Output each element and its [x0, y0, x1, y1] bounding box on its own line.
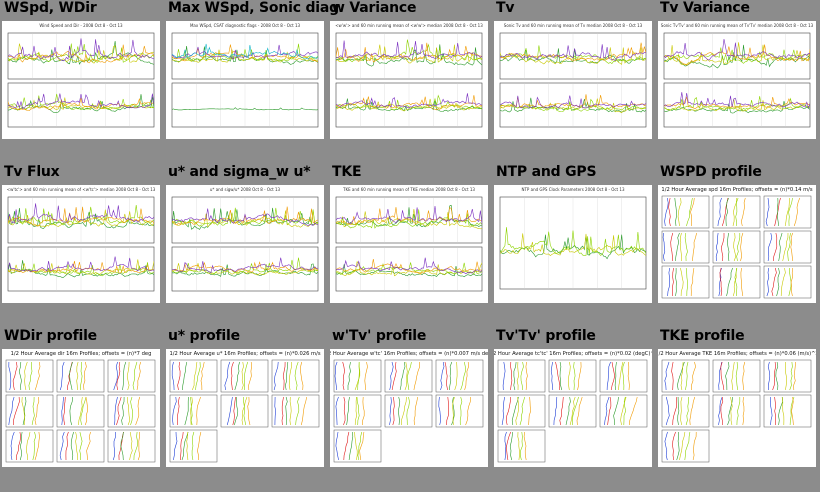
plot-thumbnail[interactable]: <w'w'> and 60 min running mean of <w'w'>…: [330, 21, 488, 139]
plot-cell-tke: TKE TKE and 60 min running mean of TKE me…: [330, 164, 490, 327]
plot-image: Max WSpd, CSAT diagnostic flags - 2008 O…: [171, 23, 319, 128]
plot-cell-u-profile: u* profile 1/2 Hour Average u* 16m Profil…: [166, 328, 326, 491]
plot-caption: Sonic Tv and 60 min running mean of Tv m…: [504, 23, 643, 28]
plot-caption: 1/2 Hour Average spd 16m Profiles; offse…: [661, 187, 813, 193]
plot-title[interactable]: Tv Variance: [660, 0, 750, 16]
plot-cell-u-and-sigma-w-u: u* and sigma_w u* u* and sigw/u* 2008 Oct…: [166, 164, 326, 327]
plot-title[interactable]: TKE: [332, 164, 362, 180]
plot-title[interactable]: u* profile: [168, 328, 240, 344]
plot-image: 1/2 Hour Average dir 16m Profiles; offse…: [5, 351, 156, 463]
plot-cell-w-variance: w Variance <w'w'> and 60 min running mean…: [330, 0, 490, 163]
plot-title[interactable]: WSpd, WDir: [4, 0, 97, 16]
plot-title[interactable]: w'Tv' profile: [332, 328, 427, 344]
plot-title[interactable]: Tv Flux: [4, 164, 60, 180]
plot-caption: NTP and GPS Clock Parameters 2008 Oct 8 …: [522, 187, 625, 192]
plot-thumbnail[interactable]: Max WSpd, CSAT diagnostic flags - 2008 O…: [166, 21, 324, 139]
plot-caption: <w'tc'> and 60 min running mean of <w'tc…: [7, 187, 156, 192]
plot-caption: <w'w'> and 60 min running mean of <w'w'>…: [335, 23, 483, 28]
plot-caption: 1/2 Hour Average w'tc' 16m Profiles; off…: [330, 351, 488, 357]
plot-image: 1/2 Hour Average TKE 16m Profiles; offse…: [658, 351, 816, 463]
plot-thumbnail[interactable]: u* and sigw/u* 2008 Oct 8 - Oct 13: [166, 185, 324, 303]
plot-thumbnail[interactable]: NTP and GPS Clock Parameters 2008 Oct 8 …: [494, 185, 652, 303]
plot-image: <w'w'> and 60 min running mean of <w'w'>…: [335, 23, 483, 128]
plot-title[interactable]: Max WSpd, Sonic diag: [168, 0, 339, 16]
plot-cell-tv-tv-profile: Tv'Tv' profile 1/2 Hour Average tc'tc' 16…: [494, 328, 654, 491]
plot-cell-ntp-and-gps: NTP and GPS NTP and GPS Clock Parameters …: [494, 164, 654, 327]
plot-cell-tv-variance: Tv Variance Sonic Tv'Tv' and 60 min runni…: [658, 0, 818, 163]
plot-image: 1/2 Hour Average u* 16m Profiles; offset…: [169, 351, 321, 463]
plot-image: 1/2 Hour Average w'tc' 16m Profiles; off…: [330, 351, 488, 463]
plot-title[interactable]: NTP and GPS: [496, 164, 597, 180]
plot-thumbnail[interactable]: <w'tc'> and 60 min running mean of <w'tc…: [2, 185, 160, 303]
plot-caption: u* and sigw/u* 2008 Oct 8 - Oct 13: [210, 187, 281, 192]
plot-thumbnail[interactable]: Sonic Tv and 60 min running mean of Tv m…: [494, 21, 652, 139]
plot-title[interactable]: TKE profile: [660, 328, 745, 344]
plot-image: Sonic Tv and 60 min running mean of Tv m…: [499, 23, 647, 128]
plot-thumbnail[interactable]: 1/2 Hour Average spd 16m Profiles; offse…: [658, 185, 816, 303]
plot-title[interactable]: WSPD profile: [660, 164, 762, 180]
plot-caption: Sonic Tv'Tv' and 60 min running mean of …: [661, 23, 814, 28]
plot-cell-wspd-wdir: WSpd, WDir Wind Speed and Dir - 2008 Oct …: [2, 0, 162, 163]
plot-caption: Max WSpd, CSAT diagnostic flags - 2008 O…: [190, 23, 301, 28]
plot-title[interactable]: w Variance: [332, 0, 417, 16]
plot-image: 1/2 Hour Average tc'tc' 16m Profiles; of…: [494, 351, 652, 463]
plot-thumbnail[interactable]: TKE and 60 min running mean of TKE media…: [330, 185, 488, 303]
plot-cell-wdir-profile: WDir profile 1/2 Hour Average dir 16m Pro…: [2, 328, 162, 491]
plot-thumbnail[interactable]: 1/2 Hour Average dir 16m Profiles; offse…: [2, 349, 160, 467]
plot-cell-tv: Tv Sonic Tv and 60 min running mean of Tv…: [494, 0, 654, 163]
plot-cell-max-wspd-sonic-diag: Max WSpd, Sonic diag Max WSpd, CSAT diagn…: [166, 0, 339, 163]
plot-cell-wspd-profile: WSPD profile 1/2 Hour Average spd 16m Pro…: [658, 164, 818, 327]
plot-image: Wind Speed and Dir - 2008 Oct 8 - Oct 13: [7, 23, 155, 128]
plot-caption: 1/2 Hour Average u* 16m Profiles; offset…: [169, 351, 320, 357]
plot-caption: TKE and 60 min running mean of TKE media…: [342, 187, 475, 192]
plot-thumbnail[interactable]: Wind Speed and Dir - 2008 Oct 8 - Oct 13: [2, 21, 160, 139]
plot-thumbnail[interactable]: 1/2 Hour Average w'tc' 16m Profiles; off…: [330, 349, 488, 467]
plot-thumbnail[interactable]: 1/2 Hour Average TKE 16m Profiles; offse…: [658, 349, 816, 467]
plot-cell-tke-profile: TKE profile 1/2 Hour Average TKE 16m Prof…: [658, 328, 818, 491]
plot-title[interactable]: Tv: [496, 0, 515, 16]
plot-caption: 1/2 Hour Average dir 16m Profiles; offse…: [11, 351, 152, 357]
plot-caption: Wind Speed and Dir - 2008 Oct 8 - Oct 13: [39, 23, 123, 28]
plot-thumbnail[interactable]: 1/2 Hour Average tc'tc' 16m Profiles; of…: [494, 349, 652, 467]
plot-thumbnail[interactable]: Sonic Tv'Tv' and 60 min running mean of …: [658, 21, 816, 139]
plot-image: Sonic Tv'Tv' and 60 min running mean of …: [661, 23, 814, 128]
plot-image: TKE and 60 min running mean of TKE media…: [335, 187, 483, 292]
plot-image: NTP and GPS Clock Parameters 2008 Oct 8 …: [499, 187, 647, 290]
plot-image: <w'tc'> and 60 min running mean of <w'tc…: [7, 187, 156, 292]
plot-cell-tv-flux: Tv Flux <w'tc'> and 60 min running mean o…: [2, 164, 162, 327]
plot-caption: 1/2 Hour Average TKE 16m Profiles; offse…: [658, 351, 816, 357]
plot-title[interactable]: Tv'Tv' profile: [496, 328, 596, 344]
plot-title[interactable]: u* and sigma_w u*: [168, 164, 311, 180]
plot-title[interactable]: WDir profile: [4, 328, 97, 344]
plot-thumbnail[interactable]: 1/2 Hour Average u* 16m Profiles; offset…: [166, 349, 324, 467]
plot-image: 1/2 Hour Average spd 16m Profiles; offse…: [661, 187, 813, 299]
plot-image: u* and sigw/u* 2008 Oct 8 - Oct 13: [171, 187, 319, 292]
plot-cell-w-tv-profile: w'Tv' profile 1/2 Hour Average w'tc' 16m …: [330, 328, 490, 491]
plot-caption: 1/2 Hour Average tc'tc' 16m Profiles; of…: [494, 351, 652, 357]
